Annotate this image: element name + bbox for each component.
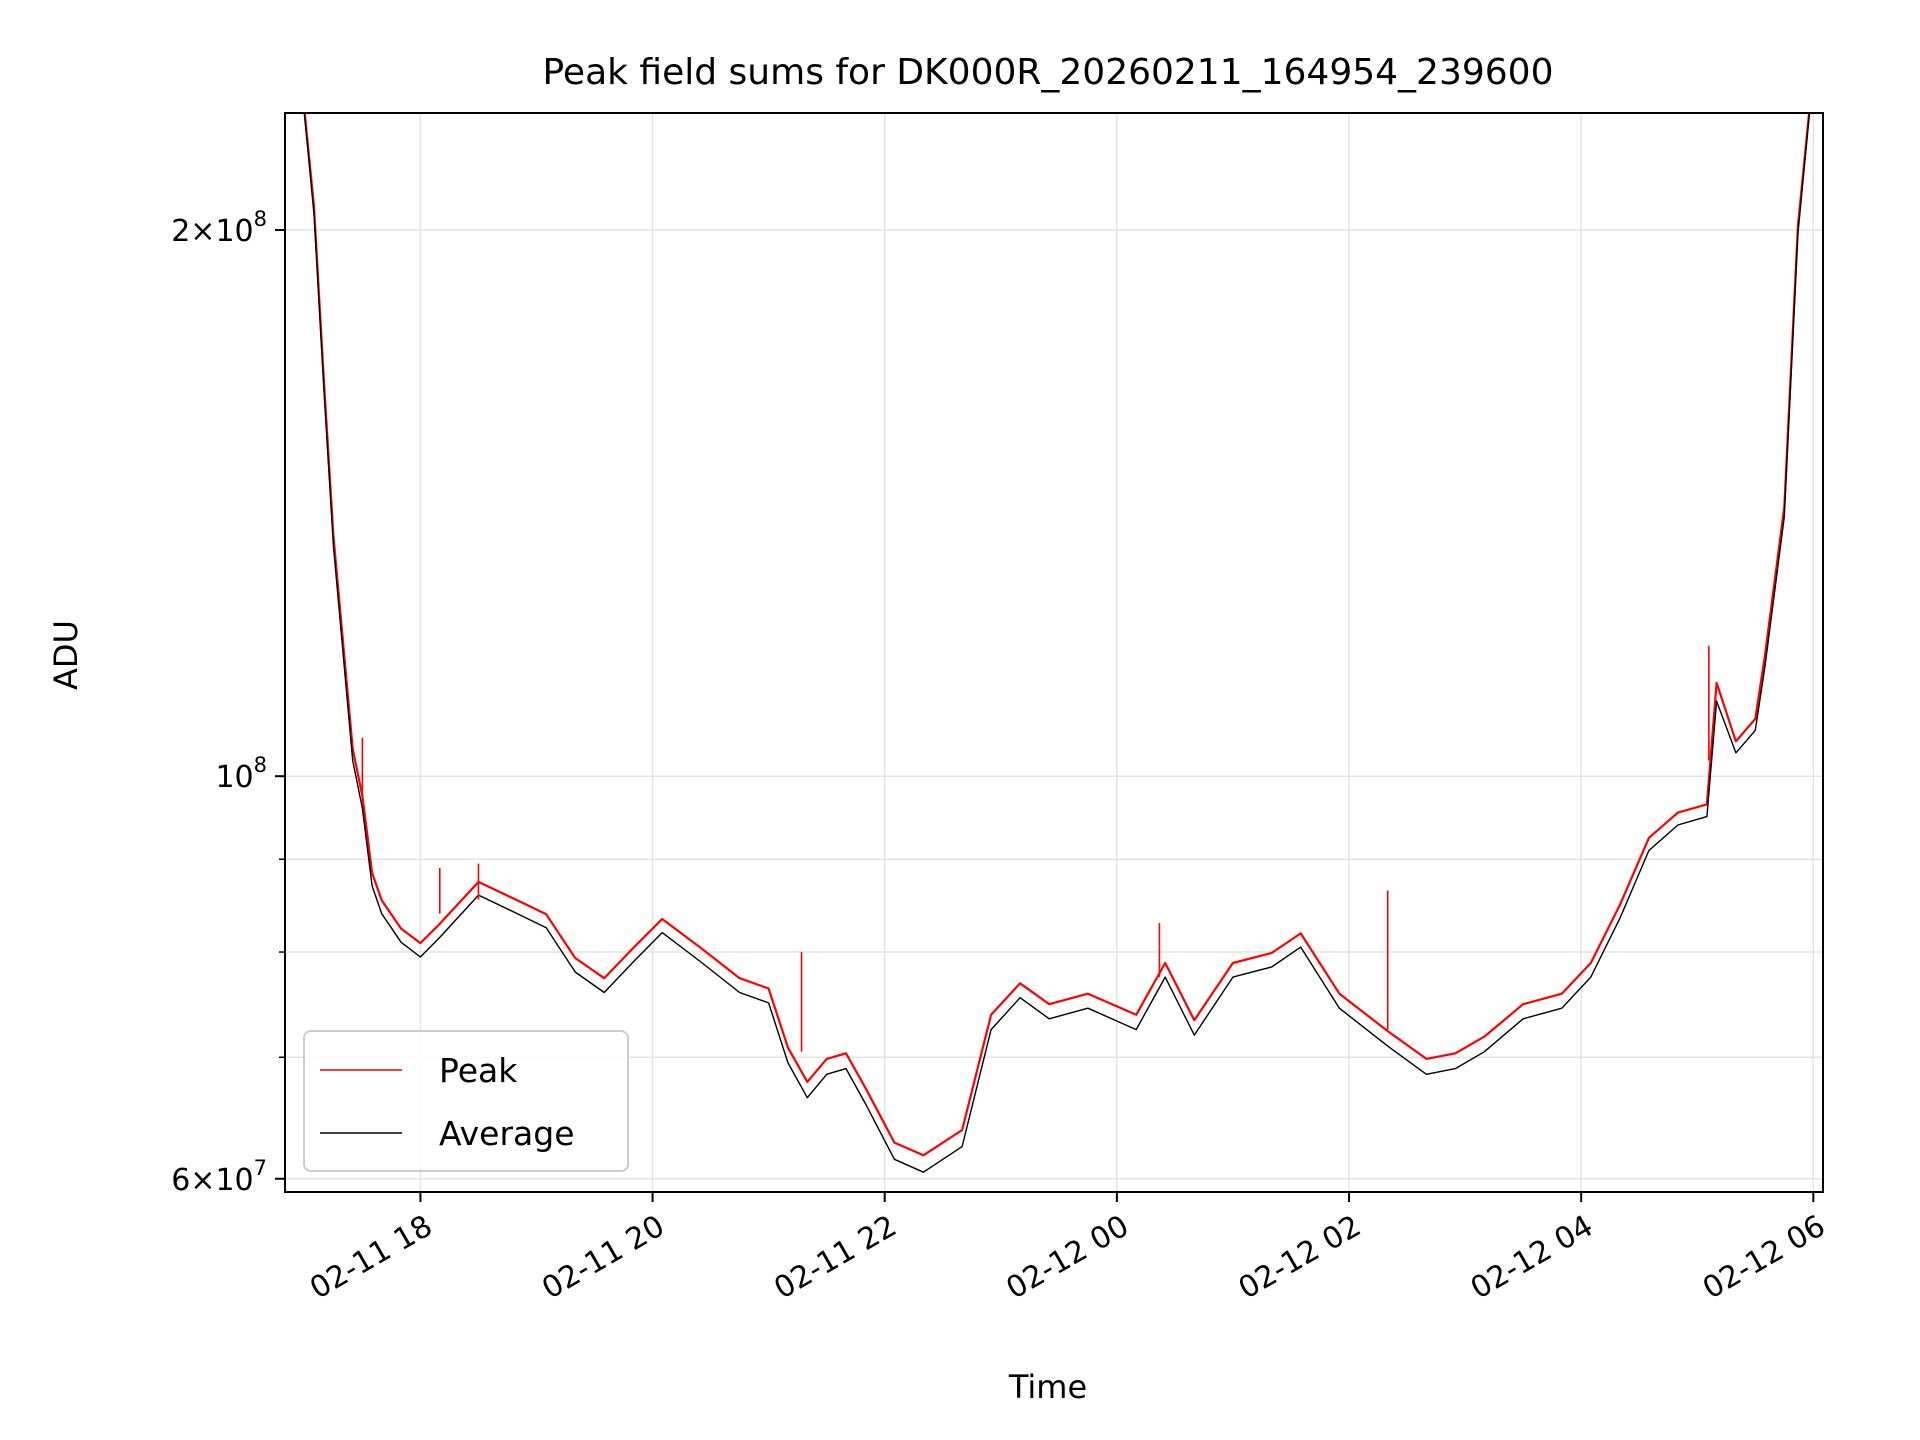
series-line-average xyxy=(303,113,1811,1173)
y-tick-label: 2×108 xyxy=(171,207,267,249)
series-line-peak xyxy=(303,113,1811,1157)
series-lines xyxy=(303,113,1811,1173)
x-axis-label: Time xyxy=(1008,1368,1087,1406)
legend: Peak Average xyxy=(303,1030,629,1172)
y-axis-label: ADU xyxy=(47,620,85,690)
plot-frame xyxy=(284,112,1824,1193)
y-tick-label: 108 xyxy=(215,753,267,795)
chart-title: Peak field sums for DK000R_20260211_1649… xyxy=(543,52,1554,93)
y-tick-label: 6×107 xyxy=(171,1156,267,1198)
series-group xyxy=(303,113,1811,1173)
legend-label-average: Average xyxy=(439,1114,575,1153)
legend-label-peak: Peak xyxy=(439,1051,518,1090)
legend-box xyxy=(303,1030,629,1172)
